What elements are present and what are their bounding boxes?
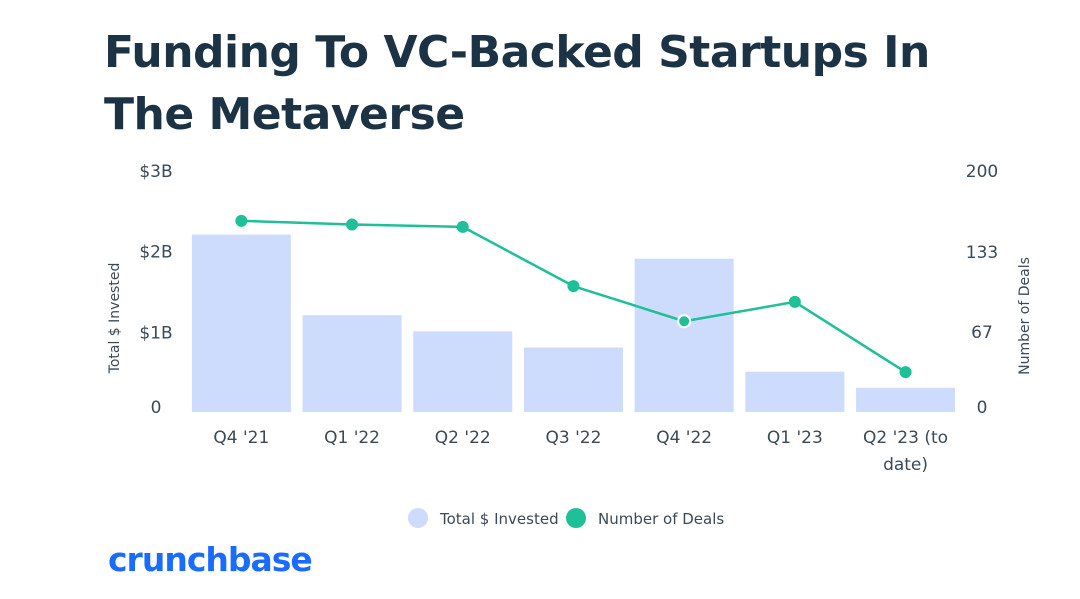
deals-point [235,214,248,227]
x-tick-label: Q2 '22 [435,428,491,448]
chart-title: Funding To VC-Backed Startups In The Met… [104,27,930,140]
y-right-tick-label: 133 [966,243,998,263]
legend-swatch-bar [408,508,428,528]
x-tick-label: Q1 '22 [324,428,380,448]
x-tick-label: Q4 '22 [656,428,712,448]
legend-swatch-line [566,508,586,528]
y-right-tick-label: 0 [977,398,988,418]
x-tick-label: Q3 '22 [545,428,601,448]
deals-point [456,220,469,233]
y-left-tick-label: $3B [139,162,172,182]
deals-point [567,280,580,293]
crunchbase-logo: crunchbase [108,540,313,579]
deals-point [346,218,359,231]
y-left-tick-label: $2B [139,243,172,263]
bar [745,371,845,412]
x-tick-label: date) [883,455,928,475]
bar [634,258,734,412]
x-tick-label: Q1 '23 [767,428,823,448]
legend-label-total: Total $ Invested [439,510,559,528]
deals-point [788,295,801,308]
y-left-axis-label: Total $ Invested [107,263,123,375]
y-left-tick-label: 0 [151,398,162,418]
bar [302,315,402,412]
y-right-tick-label: 200 [966,162,998,182]
x-tick-label: Q2 '23 (to [863,428,948,448]
deals-point [899,366,912,379]
y-right-axis-label: Number of Deals [1017,257,1033,375]
bar [413,331,513,412]
legend-label-deals: Number of Deals [598,510,724,528]
deals-point [677,314,692,329]
bar [856,387,956,412]
bar [191,234,291,412]
y-right-tick-label: 67 [971,323,993,343]
x-tick-label: Q4 '21 [213,428,269,448]
bar [523,347,623,412]
y-left-tick-label: $1B [139,323,172,343]
